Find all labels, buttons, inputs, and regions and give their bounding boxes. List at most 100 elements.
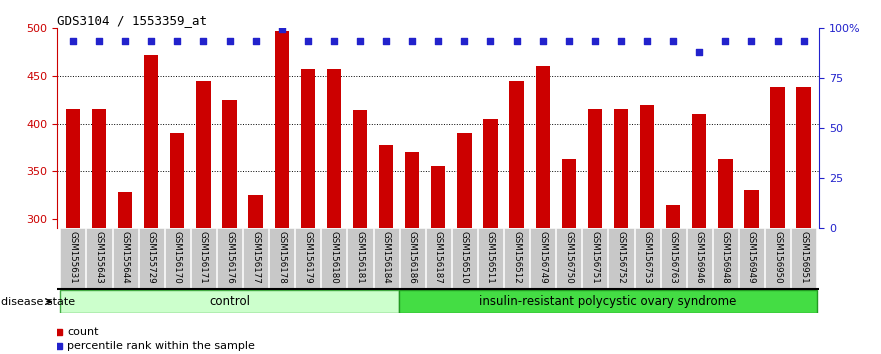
Text: GSM156177: GSM156177: [251, 231, 260, 284]
Point: [692, 49, 707, 55]
Bar: [113, 228, 137, 289]
Text: GSM156763: GSM156763: [669, 231, 677, 284]
Text: GSM156186: GSM156186: [408, 231, 417, 284]
Bar: [661, 228, 685, 289]
Bar: [92, 109, 107, 228]
Text: insulin-resistant polycystic ovary syndrome: insulin-resistant polycystic ovary syndr…: [479, 295, 737, 308]
Point: [718, 38, 732, 44]
Bar: [61, 228, 85, 289]
Bar: [666, 205, 680, 228]
Bar: [270, 228, 294, 289]
Bar: [713, 228, 738, 289]
Bar: [327, 69, 341, 228]
Bar: [400, 228, 425, 289]
Bar: [634, 228, 660, 289]
Point: [170, 38, 184, 44]
Point: [144, 38, 159, 44]
Point: [118, 38, 132, 44]
Bar: [217, 228, 242, 289]
Bar: [457, 133, 471, 228]
Bar: [692, 114, 707, 228]
Text: GSM156178: GSM156178: [278, 231, 286, 284]
Text: GSM156187: GSM156187: [433, 231, 443, 284]
Text: GSM155644: GSM155644: [121, 231, 130, 284]
Bar: [770, 87, 785, 228]
Bar: [556, 228, 581, 289]
Text: GSM156511: GSM156511: [486, 231, 495, 284]
Text: count: count: [67, 327, 99, 337]
Bar: [295, 228, 321, 289]
Point: [666, 38, 680, 44]
Text: GSM155631: GSM155631: [69, 231, 78, 284]
Bar: [399, 290, 817, 313]
Bar: [609, 228, 633, 289]
Text: GSM156510: GSM156510: [460, 231, 469, 284]
Point: [223, 38, 237, 44]
Point: [248, 38, 263, 44]
Bar: [744, 190, 759, 228]
Bar: [347, 228, 373, 289]
Bar: [352, 110, 367, 228]
Bar: [718, 159, 733, 228]
Bar: [379, 144, 393, 228]
Bar: [196, 81, 211, 228]
Point: [353, 38, 367, 44]
Text: GSM156176: GSM156176: [225, 231, 234, 284]
Point: [431, 38, 445, 44]
Point: [640, 38, 654, 44]
Bar: [739, 228, 764, 289]
Text: GSM156751: GSM156751: [590, 231, 599, 284]
Text: GSM156180: GSM156180: [329, 231, 338, 284]
Text: GSM156749: GSM156749: [538, 231, 547, 283]
Bar: [60, 290, 399, 313]
Point: [771, 38, 785, 44]
Bar: [86, 228, 112, 289]
Bar: [791, 228, 816, 289]
Text: GSM156750: GSM156750: [565, 231, 574, 284]
Point: [327, 38, 341, 44]
Point: [300, 38, 315, 44]
Bar: [530, 228, 555, 289]
Bar: [431, 166, 446, 228]
Point: [196, 38, 211, 44]
Point: [562, 38, 576, 44]
Bar: [478, 228, 503, 289]
Text: disease state: disease state: [1, 297, 75, 307]
Point: [536, 38, 550, 44]
Text: GSM156752: GSM156752: [617, 231, 626, 284]
Point: [588, 38, 602, 44]
Text: GSM155729: GSM155729: [147, 231, 156, 283]
Point: [92, 38, 106, 44]
Bar: [191, 228, 216, 289]
Point: [744, 38, 759, 44]
Text: GSM156753: GSM156753: [642, 231, 652, 284]
Bar: [243, 228, 268, 289]
Point: [457, 38, 471, 44]
Bar: [222, 100, 237, 228]
Point: [509, 38, 523, 44]
Point: [66, 38, 80, 44]
Bar: [588, 109, 602, 228]
Bar: [640, 104, 655, 228]
Point: [614, 38, 628, 44]
Bar: [118, 192, 132, 228]
Bar: [138, 228, 164, 289]
Bar: [452, 228, 477, 289]
Point: [275, 27, 289, 32]
Text: GSM156946: GSM156946: [695, 231, 704, 283]
Bar: [614, 109, 628, 228]
Text: GSM155643: GSM155643: [94, 231, 104, 284]
Bar: [765, 228, 790, 289]
Bar: [796, 87, 811, 228]
Point: [796, 38, 811, 44]
Bar: [300, 69, 315, 228]
Bar: [248, 195, 263, 228]
Bar: [504, 228, 529, 289]
Text: GSM156950: GSM156950: [773, 231, 782, 283]
Bar: [170, 133, 184, 228]
Bar: [536, 67, 550, 228]
Point: [379, 38, 393, 44]
Text: GSM156170: GSM156170: [173, 231, 181, 284]
Text: GSM156949: GSM156949: [747, 231, 756, 283]
Bar: [66, 109, 80, 228]
